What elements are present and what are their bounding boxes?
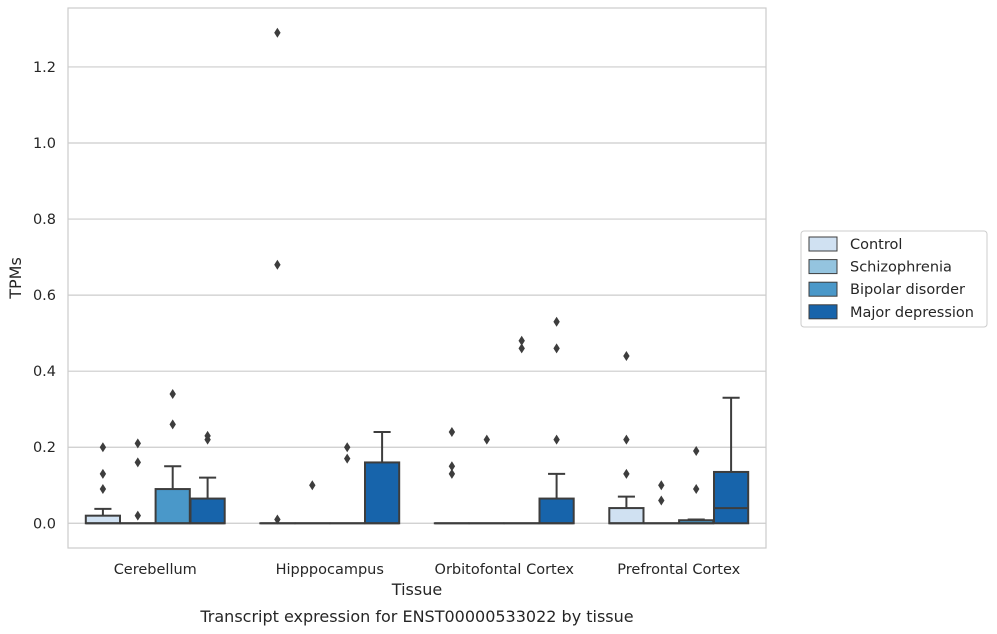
y-tick-label: 0.2 xyxy=(33,440,56,456)
x-tick-labels: Cerebellum Hipppocampus Orbitofontal Corte… xyxy=(114,562,741,578)
x-tick-label: Orbitofontal Cortex xyxy=(435,562,575,578)
outlier-point xyxy=(553,316,560,327)
boxes xyxy=(84,27,750,525)
legend: Control Schizophrenia Bipolar disorder Majo… xyxy=(800,230,988,328)
legend-swatch xyxy=(808,259,838,275)
box-body xyxy=(189,497,226,525)
outlier-point xyxy=(169,388,176,399)
outlier-point xyxy=(99,442,107,453)
box-plot xyxy=(363,431,401,525)
legend-swatch xyxy=(808,304,838,320)
outlier-point xyxy=(518,335,525,346)
outlier-point xyxy=(134,510,141,521)
outlier-point xyxy=(658,495,665,506)
y-axis-label: TPMs xyxy=(6,257,25,300)
box-body xyxy=(84,514,122,525)
x-tick-label: Prefrontal Cortex xyxy=(617,562,740,578)
legend-label: Control xyxy=(850,237,902,253)
legend-label: Bipolar disorder xyxy=(850,282,965,298)
outlier-point xyxy=(658,480,665,491)
outlier-point xyxy=(693,446,700,457)
outlier-point xyxy=(623,350,630,361)
outlier-point xyxy=(274,259,281,270)
outlier-point xyxy=(134,457,141,468)
outlier-point xyxy=(134,438,141,449)
legend-frame xyxy=(800,230,988,328)
outlier-point xyxy=(448,461,456,472)
box-plot xyxy=(468,434,505,525)
box-plot xyxy=(119,438,156,525)
outlier-point xyxy=(553,434,560,445)
outlier-point xyxy=(274,514,281,525)
legend-swatch xyxy=(808,236,838,252)
outlier-point xyxy=(274,27,281,38)
outlier-point xyxy=(553,343,560,354)
box-body xyxy=(538,497,575,525)
box-body xyxy=(712,470,750,525)
outlier-point xyxy=(99,484,107,495)
y-tick-label: 0.6 xyxy=(33,288,56,304)
y-tick-label: 1.2 xyxy=(33,60,56,76)
box-body xyxy=(608,507,645,525)
x-axis-label: Tissue xyxy=(391,580,442,599)
box-plot xyxy=(84,442,122,525)
plot-frame xyxy=(67,7,767,549)
outlier-point xyxy=(623,434,630,445)
outlier-point xyxy=(448,427,456,438)
box-plot xyxy=(712,396,750,525)
outlier-point xyxy=(204,430,211,441)
outlier-point xyxy=(169,419,176,430)
legend-swatch xyxy=(808,281,838,297)
box-plot xyxy=(189,430,226,525)
box-plot xyxy=(608,350,645,525)
outlier-point xyxy=(483,434,490,445)
legend-label: Schizophrenia xyxy=(850,260,952,276)
box-plot xyxy=(154,388,191,525)
outlier-point xyxy=(623,468,630,479)
plot-background xyxy=(68,8,766,548)
outlier-point xyxy=(99,468,107,479)
box-body xyxy=(363,461,401,525)
outlier-point xyxy=(693,484,700,495)
legend-label: Major depression xyxy=(850,305,974,321)
y-tick-label: 0.4 xyxy=(33,364,56,380)
box-plot xyxy=(538,316,575,525)
x-tick-label: Cerebellum xyxy=(114,562,197,578)
outlier-point xyxy=(309,480,316,491)
box-body xyxy=(154,488,191,525)
outlier-point xyxy=(448,468,456,479)
chart-caption: Transcript expression for ENST0000053302… xyxy=(199,607,633,626)
x-tick-label: Hipppocampus xyxy=(276,562,384,578)
y-tick-labels: 0.0 0.2 0.4 0.6 0.8 1.0 1.2 xyxy=(33,60,56,532)
outlier-point xyxy=(344,442,351,453)
y-tick-label: 0.8 xyxy=(33,212,56,228)
y-tick-label: 0.0 xyxy=(33,516,56,532)
outlier-point xyxy=(518,343,525,354)
outlier-point xyxy=(344,453,351,464)
y-tick-label: 1.0 xyxy=(33,136,56,152)
